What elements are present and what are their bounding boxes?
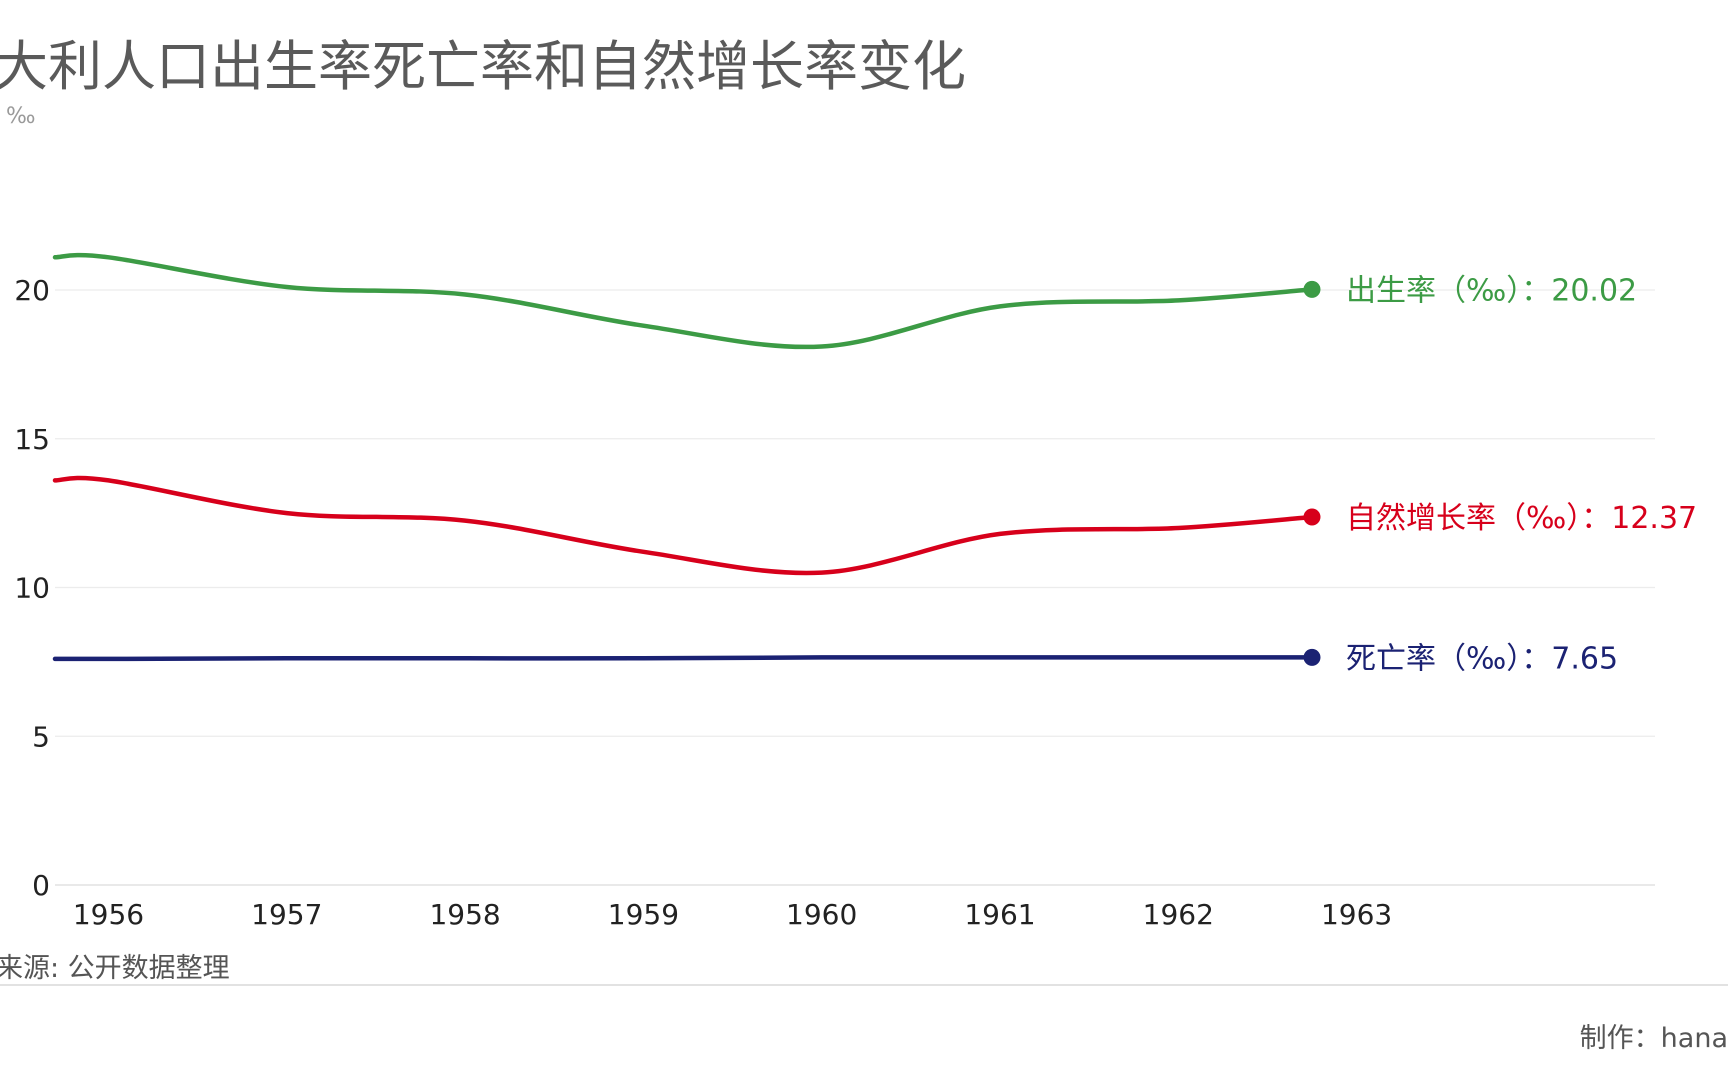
series-end-label-1: 自然增长率（‰）：12.37 (1346, 501, 1697, 536)
series-end-label-2: 死亡率（‰）：7.65 (1346, 641, 1618, 676)
series-end-marker-0 (1303, 280, 1321, 298)
series-0: 出生率（‰）：20.02 (52, 252, 1637, 350)
line-chart: 0 5 10 15 20 1956 1957 1958 1959 1960 1961 1962 196… (14, 252, 1697, 931)
series-line-2 (52, 655, 1315, 662)
series-end-label-0: 出生率（‰）：20.02 (1346, 273, 1637, 308)
series-line-0 (52, 252, 1315, 350)
x-axis-ticks: 1956 1957 1958 1959 1960 1961 1962 1963 (73, 898, 1392, 931)
gridlines (55, 289, 1655, 886)
y-tick-label-15: 15 (14, 423, 50, 456)
y-tick-label-5: 5 (32, 720, 50, 753)
y-axis-ticks: 0 5 10 15 20 (14, 274, 50, 902)
source-note: 来源: 公开数据整理 (0, 953, 230, 984)
y-axis-unit: ‰ (6, 104, 36, 129)
x-tick-label-1957: 1957 (251, 898, 322, 931)
series-lines: 出生率（‰）：20.02 自然增长率（‰）：12.37 死亡率（‰）：7.65 (52, 252, 1697, 676)
y-tick-label-10: 10 (14, 572, 50, 605)
x-tick-label-1962: 1962 (1143, 898, 1214, 931)
x-tick-label-1961: 1961 (964, 898, 1035, 931)
series-end-marker-2 (1303, 648, 1321, 666)
x-tick-label-1956: 1956 (73, 898, 144, 931)
y-tick-label-20: 20 (14, 274, 50, 307)
series-1: 自然增长率（‰）：12.37 (52, 475, 1697, 576)
series-2: 死亡率（‰）：7.65 (52, 641, 1618, 676)
footer-divider (0, 984, 1728, 986)
x-tick-label-1958: 1958 (429, 898, 500, 931)
series-end-marker-1 (1303, 508, 1321, 526)
y-tick-label-0: 0 (32, 869, 50, 902)
x-tick-label-1963: 1963 (1321, 898, 1392, 931)
series-line-1 (52, 475, 1315, 576)
x-tick-label-1960: 1960 (786, 898, 857, 931)
chart-title: 大利人口出生率死亡率和自然增长率变化 (0, 35, 966, 98)
x-tick-label-1959: 1959 (608, 898, 679, 931)
credit-note: 制作：hana (1579, 1023, 1728, 1054)
